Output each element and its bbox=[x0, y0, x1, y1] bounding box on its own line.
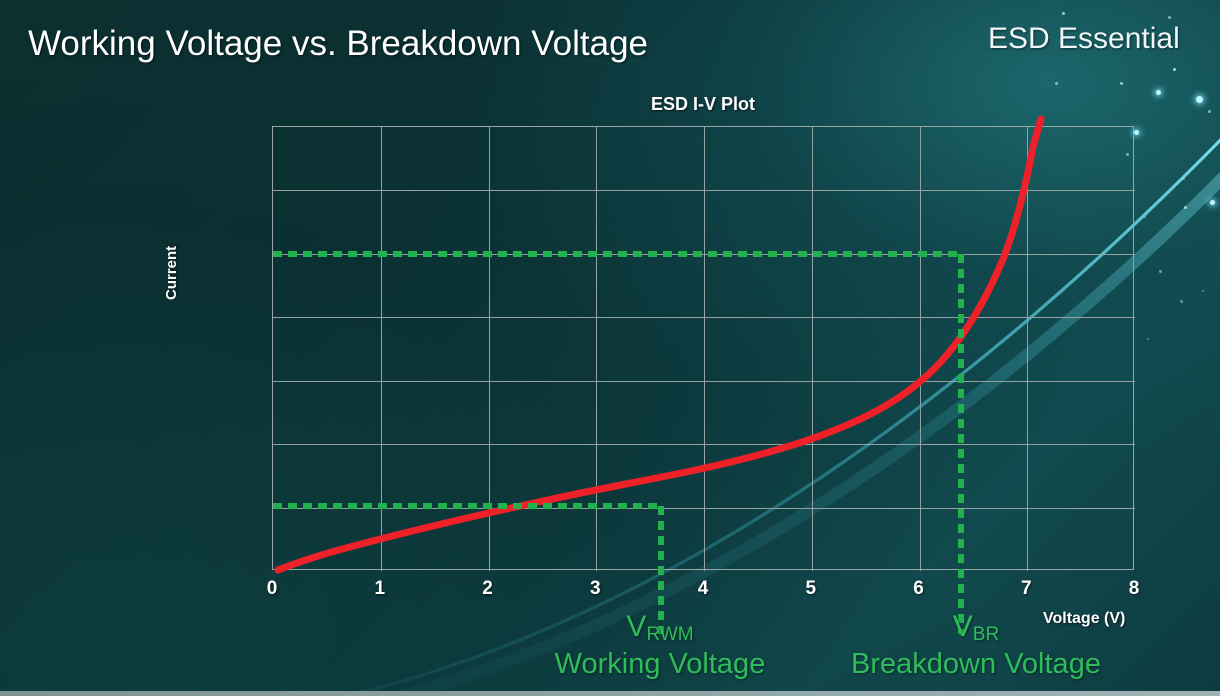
gridline-horizontal bbox=[273, 381, 1135, 382]
x-tick-label: 7 bbox=[1020, 578, 1032, 599]
x-tick-label: 0 bbox=[266, 578, 278, 599]
breakdown-voltage-marker-line bbox=[958, 254, 964, 634]
chart-title: ESD I-V Plot bbox=[650, 94, 755, 114]
working-voltage-marker-line bbox=[658, 506, 664, 634]
x-tick-label: 6 bbox=[913, 578, 924, 599]
y-axis-label: Current bbox=[163, 245, 180, 300]
x-axis-label: Voltage (V) bbox=[1043, 610, 1126, 627]
gridline-vertical bbox=[1027, 127, 1028, 571]
plot-area bbox=[272, 115, 1135, 634]
x-tick-label: 4 bbox=[697, 578, 709, 599]
working-current-marker-line bbox=[273, 503, 661, 509]
x-tick-label: 3 bbox=[589, 578, 601, 599]
x-tick-label: 8 bbox=[1128, 578, 1140, 599]
breakdown-voltage-caption: Breakdown Voltage bbox=[851, 648, 1101, 680]
gridline-horizontal bbox=[273, 317, 1135, 318]
gridline-vertical bbox=[812, 127, 813, 571]
bottom-divider bbox=[0, 691, 1220, 696]
breakdown-voltage-symbol: VBR bbox=[952, 610, 1000, 646]
working-voltage-caption: Working Voltage bbox=[554, 648, 766, 680]
breakdown-current-marker-line bbox=[273, 251, 961, 257]
gridline-vertical bbox=[489, 127, 490, 571]
gridline-vertical bbox=[381, 127, 382, 571]
gridline-vertical bbox=[596, 127, 597, 571]
page-title: Working Voltage vs. Breakdown Voltage bbox=[28, 24, 649, 63]
iv-curve bbox=[274, 115, 1045, 574]
working-voltage-annotation: VRWM Working Voltage bbox=[555, 612, 766, 681]
gridline-horizontal bbox=[273, 190, 1135, 191]
breakdown-voltage-annotation: VBR Breakdown Voltage bbox=[851, 612, 1101, 681]
gridline-horizontal bbox=[273, 508, 1135, 509]
x-tick-label: 5 bbox=[805, 578, 817, 599]
x-tick-label: 2 bbox=[482, 578, 493, 599]
gridline-vertical bbox=[704, 127, 705, 571]
gridline-horizontal bbox=[273, 444, 1135, 445]
gridline-vertical bbox=[920, 127, 921, 571]
brand-label: ESD Essential bbox=[988, 22, 1180, 55]
x-tick-label: 1 bbox=[374, 578, 386, 599]
working-voltage-symbol: VRWM bbox=[626, 610, 694, 646]
